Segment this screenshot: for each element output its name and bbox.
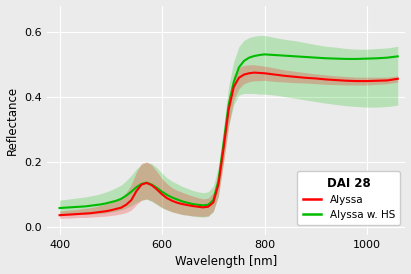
Legend: Alyssa, Alyssa w. HS: Alyssa, Alyssa w. HS	[298, 172, 400, 225]
Y-axis label: Reflectance: Reflectance	[6, 86, 18, 155]
X-axis label: Wavelength [nm]: Wavelength [nm]	[175, 255, 277, 269]
